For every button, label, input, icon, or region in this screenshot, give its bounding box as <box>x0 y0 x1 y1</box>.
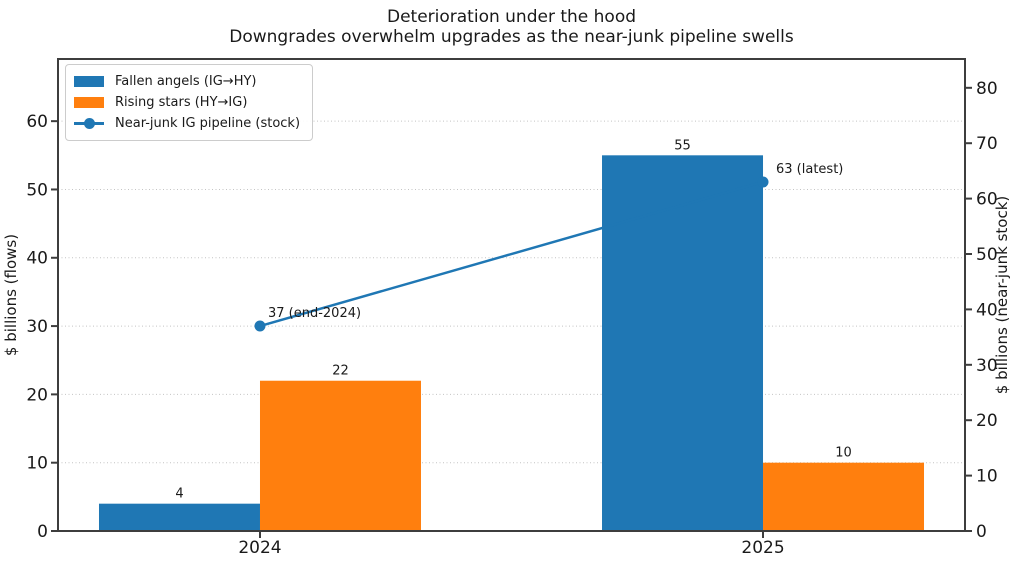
y-right-tick-label: 20 <box>976 411 998 431</box>
legend-item-fallen-angels: Fallen angels (IG→HY) <box>74 71 300 92</box>
y-right-tick-label: 70 <box>976 134 998 154</box>
y-left-tick-label: 40 <box>26 249 48 269</box>
y-left-tick-label: 60 <box>26 112 48 132</box>
y-right-tick-label: 30 <box>976 356 998 376</box>
legend-label-fallen-angels: Fallen angels (IG→HY) <box>115 74 257 89</box>
legend-swatch-fallen-angels <box>74 76 104 87</box>
legend: Fallen angels (IG→HY) Rising stars (HY→I… <box>65 64 314 141</box>
bar-fallen-angels-2025 <box>602 155 764 531</box>
x-tick-label-2024: 2024 <box>238 538 281 558</box>
chart-titles: Deterioration under the hood Downgrades … <box>58 7 965 47</box>
y-right-tick-label: 50 <box>976 245 998 265</box>
y-left-tick-label: 20 <box>26 385 48 405</box>
bar-value-label: 22 <box>332 364 349 379</box>
pipeline-marker-2024 <box>254 320 266 332</box>
y-left-tick-label: 50 <box>26 180 48 200</box>
legend-label-rising-stars: Rising stars (HY→IG) <box>115 95 248 110</box>
bar-value-label: 55 <box>674 138 691 153</box>
pipeline-line <box>259 180 764 328</box>
legend-item-near-junk-pipeline: Near-junk IG pipeline (stock) <box>74 113 300 134</box>
y-left-axis-label: $ billions (flows) <box>2 234 20 356</box>
x-tick-label-2025: 2025 <box>741 538 784 558</box>
y-right-tick-label: 0 <box>976 522 987 542</box>
y-left-tick-label: 0 <box>37 522 48 542</box>
line-annotation-end-2024: 37 (end-2024) <box>268 306 361 321</box>
y-right-axis-label: $ billions (near-junk stock) <box>993 196 1011 394</box>
y-left-tick-label: 30 <box>26 317 48 337</box>
bar-rising-stars-2025 <box>763 462 925 531</box>
chart-subtitle: Downgrades overwhelm upgrades as the nea… <box>229 27 794 47</box>
bar-rising-stars-2024 <box>259 380 421 531</box>
y-right-tick-label: 60 <box>976 190 998 210</box>
legend-item-rising-stars: Rising stars (HY→IG) <box>74 92 300 113</box>
y-right-tick-label: 10 <box>976 467 998 487</box>
pipeline-marker-2025 <box>757 176 769 188</box>
y-right-tick-label: 80 <box>976 79 998 99</box>
legend-marker-icon <box>84 118 95 129</box>
bar-value-label: 4 <box>175 487 183 502</box>
y-left-tick-label: 10 <box>26 454 48 474</box>
plot-frame <box>57 58 966 532</box>
line-annotation-latest: 63 (latest) <box>776 162 843 177</box>
bar-value-label: 10 <box>835 446 852 461</box>
legend-swatch-pipeline-line <box>74 118 104 129</box>
bar-fallen-angels-2024 <box>98 503 260 531</box>
legend-label-near-junk-pipeline: Near-junk IG pipeline (stock) <box>115 116 301 131</box>
y-right-tick-label: 40 <box>976 300 998 320</box>
legend-swatch-rising-stars <box>74 97 104 108</box>
chart-title: Deterioration under the hood <box>386 7 637 27</box>
